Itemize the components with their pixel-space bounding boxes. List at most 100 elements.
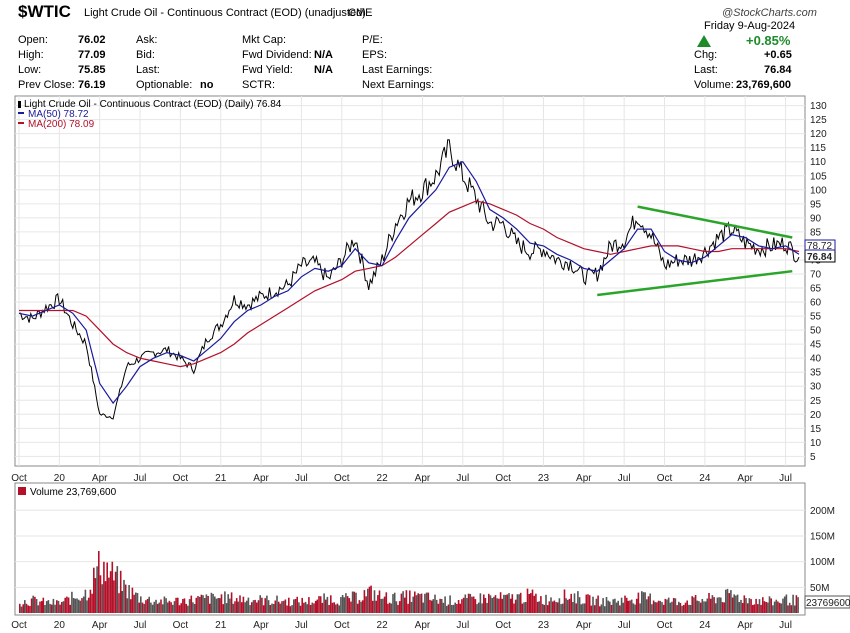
price-y-tick-label: 100	[810, 185, 827, 196]
volume-bar	[64, 597, 66, 613]
volume-bar	[504, 594, 507, 613]
volume-bar	[153, 601, 156, 613]
volume-bar	[713, 597, 715, 613]
volume-bar	[284, 599, 287, 613]
volume-bar	[795, 595, 798, 613]
volume-bar	[716, 597, 719, 613]
volume-bar	[345, 593, 347, 613]
volume-bar	[688, 604, 690, 613]
volume-bar	[696, 600, 699, 613]
volume-bar	[232, 603, 235, 613]
volume-bar	[195, 597, 198, 613]
volume-bar	[459, 603, 461, 613]
volume-bar	[730, 590, 732, 613]
volume-bar	[103, 561, 105, 613]
volume-bar	[279, 603, 282, 613]
volume-bar	[678, 601, 680, 613]
volume-bar	[736, 594, 739, 613]
volume-bar	[298, 602, 300, 613]
volume-bar	[237, 601, 240, 613]
volume-bar	[143, 603, 145, 613]
volume-bar	[583, 603, 586, 613]
ma50-legend-label: MA(50) 78.72	[28, 109, 89, 120]
volume-x-tick-label: Apr	[576, 620, 592, 631]
volume-bar	[353, 591, 356, 613]
volume-bar	[427, 592, 430, 613]
volume-bar	[203, 598, 206, 613]
volume-bar	[573, 593, 576, 613]
volume-bar	[704, 601, 707, 613]
volume-bar	[358, 600, 361, 613]
volume-bar	[245, 600, 248, 613]
volume-bar	[649, 593, 651, 613]
volume-bar	[733, 594, 735, 613]
volume-bar	[368, 586, 371, 613]
volume-bar	[483, 594, 485, 613]
volume-bar	[669, 602, 672, 613]
volume-bar	[477, 602, 480, 613]
volume-bar	[548, 601, 551, 613]
volume-bar	[160, 599, 162, 613]
volume-x-tick-label: Apr	[253, 620, 269, 631]
volume-bar	[316, 599, 319, 613]
volume-bar	[182, 599, 184, 613]
volume-bar	[227, 594, 229, 613]
watermark: @StockCharts.com	[722, 7, 817, 19]
volume-bar	[718, 597, 720, 613]
volume-bar	[372, 600, 374, 613]
volume-bar	[615, 602, 618, 613]
volume-bar	[467, 593, 470, 613]
volume-y-tick-label: 150M	[810, 531, 835, 542]
volume-bar	[341, 595, 344, 613]
volume-x-tick-label: Apr	[415, 620, 431, 631]
volume-bar	[140, 596, 142, 613]
fwd-dividend-label: Fwd Dividend:	[242, 49, 312, 61]
volume-bar	[521, 603, 524, 613]
volume-bar	[398, 601, 401, 613]
volume-bar	[491, 598, 493, 613]
price-y-tick-label: 130	[810, 101, 827, 112]
volume-bar	[440, 599, 443, 613]
price-y-tick-label: 120	[810, 129, 827, 140]
volume-bar	[29, 606, 31, 613]
volume-x-tick-label: Oct	[173, 620, 189, 631]
volume-bar	[567, 599, 569, 613]
volume-bar	[572, 602, 574, 613]
price-x-tick-label: 23	[538, 473, 550, 484]
volume-bar	[378, 590, 381, 613]
high-value: 77.09	[78, 49, 106, 61]
price-x-tick-label: Apr	[92, 473, 108, 484]
volume-bar	[35, 599, 38, 613]
next-earnings-label: Next Earnings:	[362, 79, 435, 91]
volume-bar	[244, 602, 246, 613]
volume-bar	[772, 605, 774, 613]
volume-bar	[40, 601, 43, 613]
volume-bar	[531, 589, 534, 613]
symbol: $WTIC	[18, 2, 71, 21]
volume-bar	[422, 602, 424, 613]
volume-bar	[481, 603, 483, 613]
volume-bar	[519, 592, 522, 613]
volume-bar	[775, 599, 778, 613]
volume-value: 23,769,600	[736, 79, 792, 91]
volume-bar	[657, 600, 660, 613]
volume-bar	[748, 598, 751, 613]
volume-bar	[387, 603, 389, 613]
prev-close-label: Prev Close:	[18, 79, 75, 91]
volume-bar	[462, 597, 465, 613]
volume-bar	[402, 591, 404, 613]
volume-bar	[691, 596, 693, 613]
price-y-tick-label: 45	[810, 340, 822, 351]
volume-bar	[540, 596, 542, 613]
volume-bar	[541, 604, 544, 613]
volume-bar	[242, 596, 245, 613]
fwd-yield-label: Fwd Yield:	[242, 64, 293, 76]
volume-bar	[755, 598, 757, 613]
volume-bar	[593, 605, 596, 613]
price-x-tick-label: Jul	[779, 473, 792, 484]
volume-bar	[27, 605, 29, 613]
volume-bar	[647, 596, 650, 613]
volume-bar	[528, 594, 530, 613]
volume-bar	[452, 604, 455, 613]
volume-bar	[765, 602, 767, 613]
